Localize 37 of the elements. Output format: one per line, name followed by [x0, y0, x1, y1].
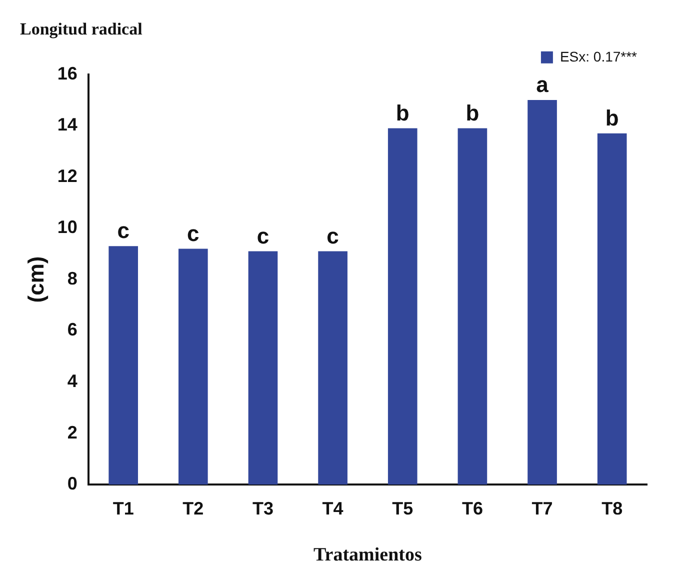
y-tick-label: 4 — [67, 371, 78, 392]
annotation: c — [326, 223, 339, 248]
y-tick-label: 14 — [57, 114, 78, 135]
annotation: b — [605, 105, 619, 130]
bar — [108, 246, 138, 485]
x-tick-label: T3 — [252, 498, 274, 518]
x-tick-label: T2 — [182, 498, 204, 518]
bar — [178, 248, 208, 485]
x-tick-label: T7 — [532, 498, 553, 518]
bar — [597, 133, 627, 485]
annotation: c — [117, 218, 130, 244]
y-tick-label: 2 — [67, 422, 78, 442]
bar — [528, 100, 557, 485]
annotation: b — [396, 100, 410, 126]
x-tick-label: T5 — [392, 498, 414, 518]
bar — [388, 128, 418, 485]
bar — [458, 128, 488, 485]
x-axis-title: Tratamientos — [314, 544, 422, 566]
annotation: a — [536, 72, 550, 98]
x-tick-label: T6 — [462, 498, 483, 518]
y-tick-label: 8 — [67, 268, 78, 288]
y-tick-label: 0 — [67, 474, 78, 494]
x-tick-label: T1 — [112, 498, 134, 518]
y-tick-label: 10 — [57, 217, 78, 238]
x-tick-label: T8 — [602, 498, 623, 518]
annotation: c — [187, 220, 200, 246]
annotation: c — [256, 223, 270, 248]
annotation: b — [466, 100, 480, 126]
bar — [318, 251, 348, 485]
chart-title: Longitud radical — [20, 20, 143, 39]
y-tick-label: 16 — [57, 63, 78, 84]
x-tick-label: T4 — [322, 498, 344, 518]
y-axis-title: (cm) — [23, 256, 48, 303]
legend-label: ESx: 0.17*** — [560, 48, 638, 64]
bar — [248, 251, 278, 485]
y-tick-label: 6 — [67, 320, 78, 340]
y-tick-label: 12 — [57, 166, 78, 186]
